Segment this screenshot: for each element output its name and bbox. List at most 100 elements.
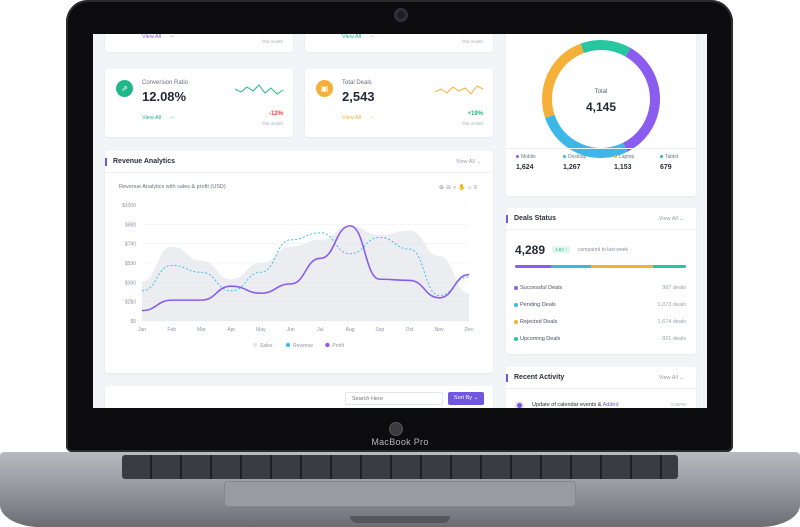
donut-center-value: 4,145 <box>585 100 617 114</box>
sparkline <box>235 84 284 95</box>
deal-row-pending: Pending Deals 1,073 deals <box>514 302 686 308</box>
arrow-right-icon: → <box>369 114 375 120</box>
y-tick-label: $0 <box>130 319 136 325</box>
view-all-link[interactable]: View All <box>142 34 162 40</box>
stat-title: Total Deals <box>342 80 372 86</box>
table-toolbar-card: Sort By ⌄ <box>105 386 493 408</box>
stat-card-top-left: View All → this month <box>105 34 293 52</box>
arrow-right-icon: → <box>369 34 375 39</box>
zoom-out-icon[interactable]: ⊖ <box>445 185 453 191</box>
stat-value: 2,543 <box>342 89 375 104</box>
y-tick-label: $390 <box>125 280 136 286</box>
device-stat-desktop: Desktop 1,267 <box>563 154 587 171</box>
laptop-brand-label: MacBook Pro <box>371 437 429 447</box>
legend-marker <box>285 342 291 348</box>
deals-total: 4,289 <box>515 243 546 257</box>
stat-title: Conversion Ratio <box>142 80 189 86</box>
card-title: Revenue Analytics <box>113 158 175 165</box>
donut-segment-laptop <box>542 40 660 158</box>
x-tick-label: Apr <box>227 327 235 333</box>
x-tick-label: Oct <box>406 327 414 333</box>
deals-status-card: Deals Status View All ⌄ 4,289 1.02 ↑ com… <box>506 208 696 354</box>
sort-by-button[interactable]: Sort By ⌄ <box>448 392 484 405</box>
deals-progress-bar <box>515 265 686 268</box>
activity-time: 4:45PM <box>670 402 686 407</box>
view-all-link[interactable]: View All <box>342 34 362 40</box>
device-stat-tablet: Tablet 679 <box>660 154 679 171</box>
y-tick-label: $590 <box>125 261 136 267</box>
card-title: Deals Status <box>514 215 557 222</box>
keyboard <box>122 455 678 479</box>
arrow-right-icon: → <box>169 114 175 120</box>
y-tick-label: $1000 <box>122 203 136 209</box>
y-tick-label: $980 <box>125 222 136 228</box>
legend-dot <box>514 285 518 290</box>
trend-icon: ⇗ <box>116 80 133 97</box>
zoom-in-icon[interactable]: ⊕ <box>438 185 446 191</box>
series-profit-line <box>141 225 470 312</box>
x-tick-label: Sep <box>375 327 384 333</box>
deal-row-rejected: Rejected Deals 1,674 deals <box>514 319 686 325</box>
legend-dot <box>563 155 566 159</box>
x-tick-label: May <box>256 327 266 333</box>
chart-toolbar: ⊕⊖⌕✋⌂≡ <box>439 184 479 192</box>
trackpad <box>224 481 576 507</box>
view-all-dropdown[interactable]: View All ⌄ <box>658 216 684 222</box>
menu-icon[interactable]: ≡ <box>473 185 479 191</box>
activity-text: Update of calendar events & Added <box>532 402 619 408</box>
search-zoom-icon[interactable]: ⌕ <box>453 185 459 191</box>
period-label: this month <box>462 121 483 126</box>
period-label: this month <box>262 39 283 44</box>
deal-row-upcoming: Upcoming Deals 921 deals <box>514 336 686 342</box>
x-tick-label: Jan <box>138 327 146 333</box>
legend-dot <box>516 155 519 159</box>
y-tick-label: $780 <box>125 242 136 248</box>
device-donut-chart <box>542 40 660 158</box>
series-revenue-line <box>141 232 470 296</box>
donut-segment-desktop <box>542 40 660 158</box>
legend-dot <box>660 155 663 159</box>
donut-segment-mobile <box>542 40 660 158</box>
donut-segment-tablet <box>542 40 660 158</box>
stat-card-top-right: View All → this month <box>305 34 493 52</box>
conversion-ratio-card: ⇗ Conversion Ratio 12.08% View All → -12… <box>105 69 293 137</box>
arrow-right-icon: → <box>169 34 175 39</box>
legend-label: Profit <box>332 343 344 349</box>
delta-value: +19% <box>467 111 483 117</box>
period-label: this month <box>262 121 283 126</box>
card-title: Recent Activity <box>514 374 565 381</box>
chart-subtitle: Revenue Analytics with sales & profit (U… <box>119 184 226 190</box>
period-label: this month <box>462 39 483 44</box>
series-sales-area <box>142 225 469 321</box>
view-all-dropdown[interactable]: View All ⌄ <box>658 375 684 381</box>
device-stat-mobile: Mobile 1,624 <box>516 154 536 171</box>
legend-dot <box>614 155 617 159</box>
donut-center-label: Total <box>594 89 608 95</box>
device-total-card: Total 4,145 Mobile 1,624 Desktop 1,267 L… <box>506 34 696 196</box>
home-icon[interactable]: ⌂ <box>467 185 474 191</box>
base-notch <box>350 516 450 523</box>
pan-icon[interactable]: ✋ <box>458 185 468 191</box>
view-all-link[interactable]: View All <box>142 115 162 121</box>
revenue-analytics-card: Revenue Analytics View All ⌄ Revenue Ana… <box>105 151 493 373</box>
view-all-dropdown[interactable]: View All ⌄ <box>455 159 481 165</box>
legend-label: Revenue <box>293 343 313 349</box>
timeline-dot-icon <box>517 403 522 408</box>
briefcase-icon: ▣ <box>316 80 333 97</box>
search-input[interactable] <box>345 392 443 405</box>
x-tick-label: Jun <box>287 327 295 333</box>
legend-label: Sales <box>260 343 273 349</box>
delta-value: -12% <box>268 111 283 117</box>
compare-text: compared to last week <box>578 247 629 253</box>
deal-row-successful: Successful Deals 987 deals <box>514 285 686 291</box>
stat-value: 12.08% <box>142 89 187 104</box>
device-stat-laptop: Laptop 1,153 <box>614 154 635 171</box>
legend-dot <box>514 336 518 341</box>
y-tick-label: $2$0 <box>125 300 136 306</box>
growth-badge: 1.02 ↑ <box>552 246 571 253</box>
sparkline <box>435 85 484 95</box>
view-all-link[interactable]: View All <box>342 115 362 121</box>
revenue-line-chart: $0 $2$0 $390 $590 $780 $980 $1000 Jan Feb Mar Apr M… <box>122 203 474 349</box>
legend-dot <box>514 319 518 324</box>
legend-dot <box>514 302 518 307</box>
